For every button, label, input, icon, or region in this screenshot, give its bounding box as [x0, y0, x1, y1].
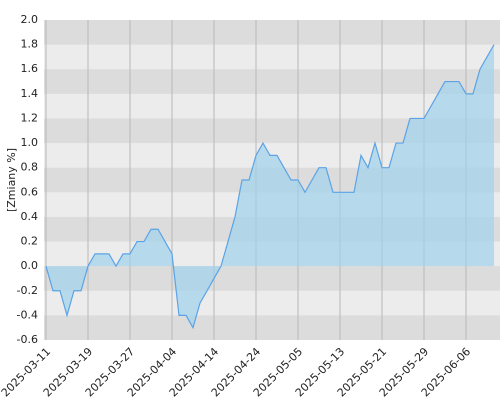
y-tick-label: 1.2	[21, 111, 39, 124]
y-tick-label: 1.6	[21, 62, 39, 75]
y-axis-label: [Zmiany %]	[5, 148, 18, 212]
y-tick-label: 0.2	[21, 235, 39, 248]
area	[46, 44, 494, 328]
line	[45, 44, 495, 330]
grid-band	[44, 69, 500, 94]
grid-band	[44, 20, 500, 45]
y-tick-label: 0.8	[21, 161, 39, 174]
y-tick-label: 0.4	[21, 210, 39, 223]
y-tick-label: -0.6	[17, 333, 38, 346]
y-tick-label: 1.0	[21, 136, 39, 149]
y-tick-label: -0.4	[17, 308, 38, 321]
grid-band	[44, 315, 500, 340]
y-tick-label: 0.6	[21, 185, 39, 198]
y-tick-label: 0.0	[21, 259, 39, 272]
y-tick-label: 1.8	[21, 38, 39, 51]
y-tick-label: -0.2	[17, 284, 38, 297]
y-tick-label: 2.0	[21, 13, 39, 26]
grid-band	[44, 266, 500, 291]
y-tick-label: 1.4	[21, 87, 39, 100]
